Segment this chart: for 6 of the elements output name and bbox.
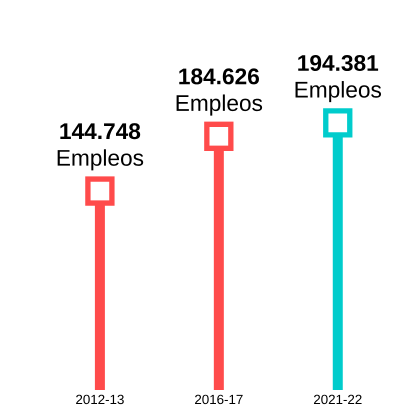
data-label: 144.748 Empleos — [58, 123, 144, 170]
x-tick-label: 2012-13 — [76, 394, 124, 404]
x-tick-label: 2021-22 — [314, 394, 362, 404]
x-tick-label: 2016-17 — [195, 394, 243, 404]
data-label: 194.381 Empleos — [296, 54, 382, 102]
data-label: 184.626 Empleos — [176, 68, 262, 116]
